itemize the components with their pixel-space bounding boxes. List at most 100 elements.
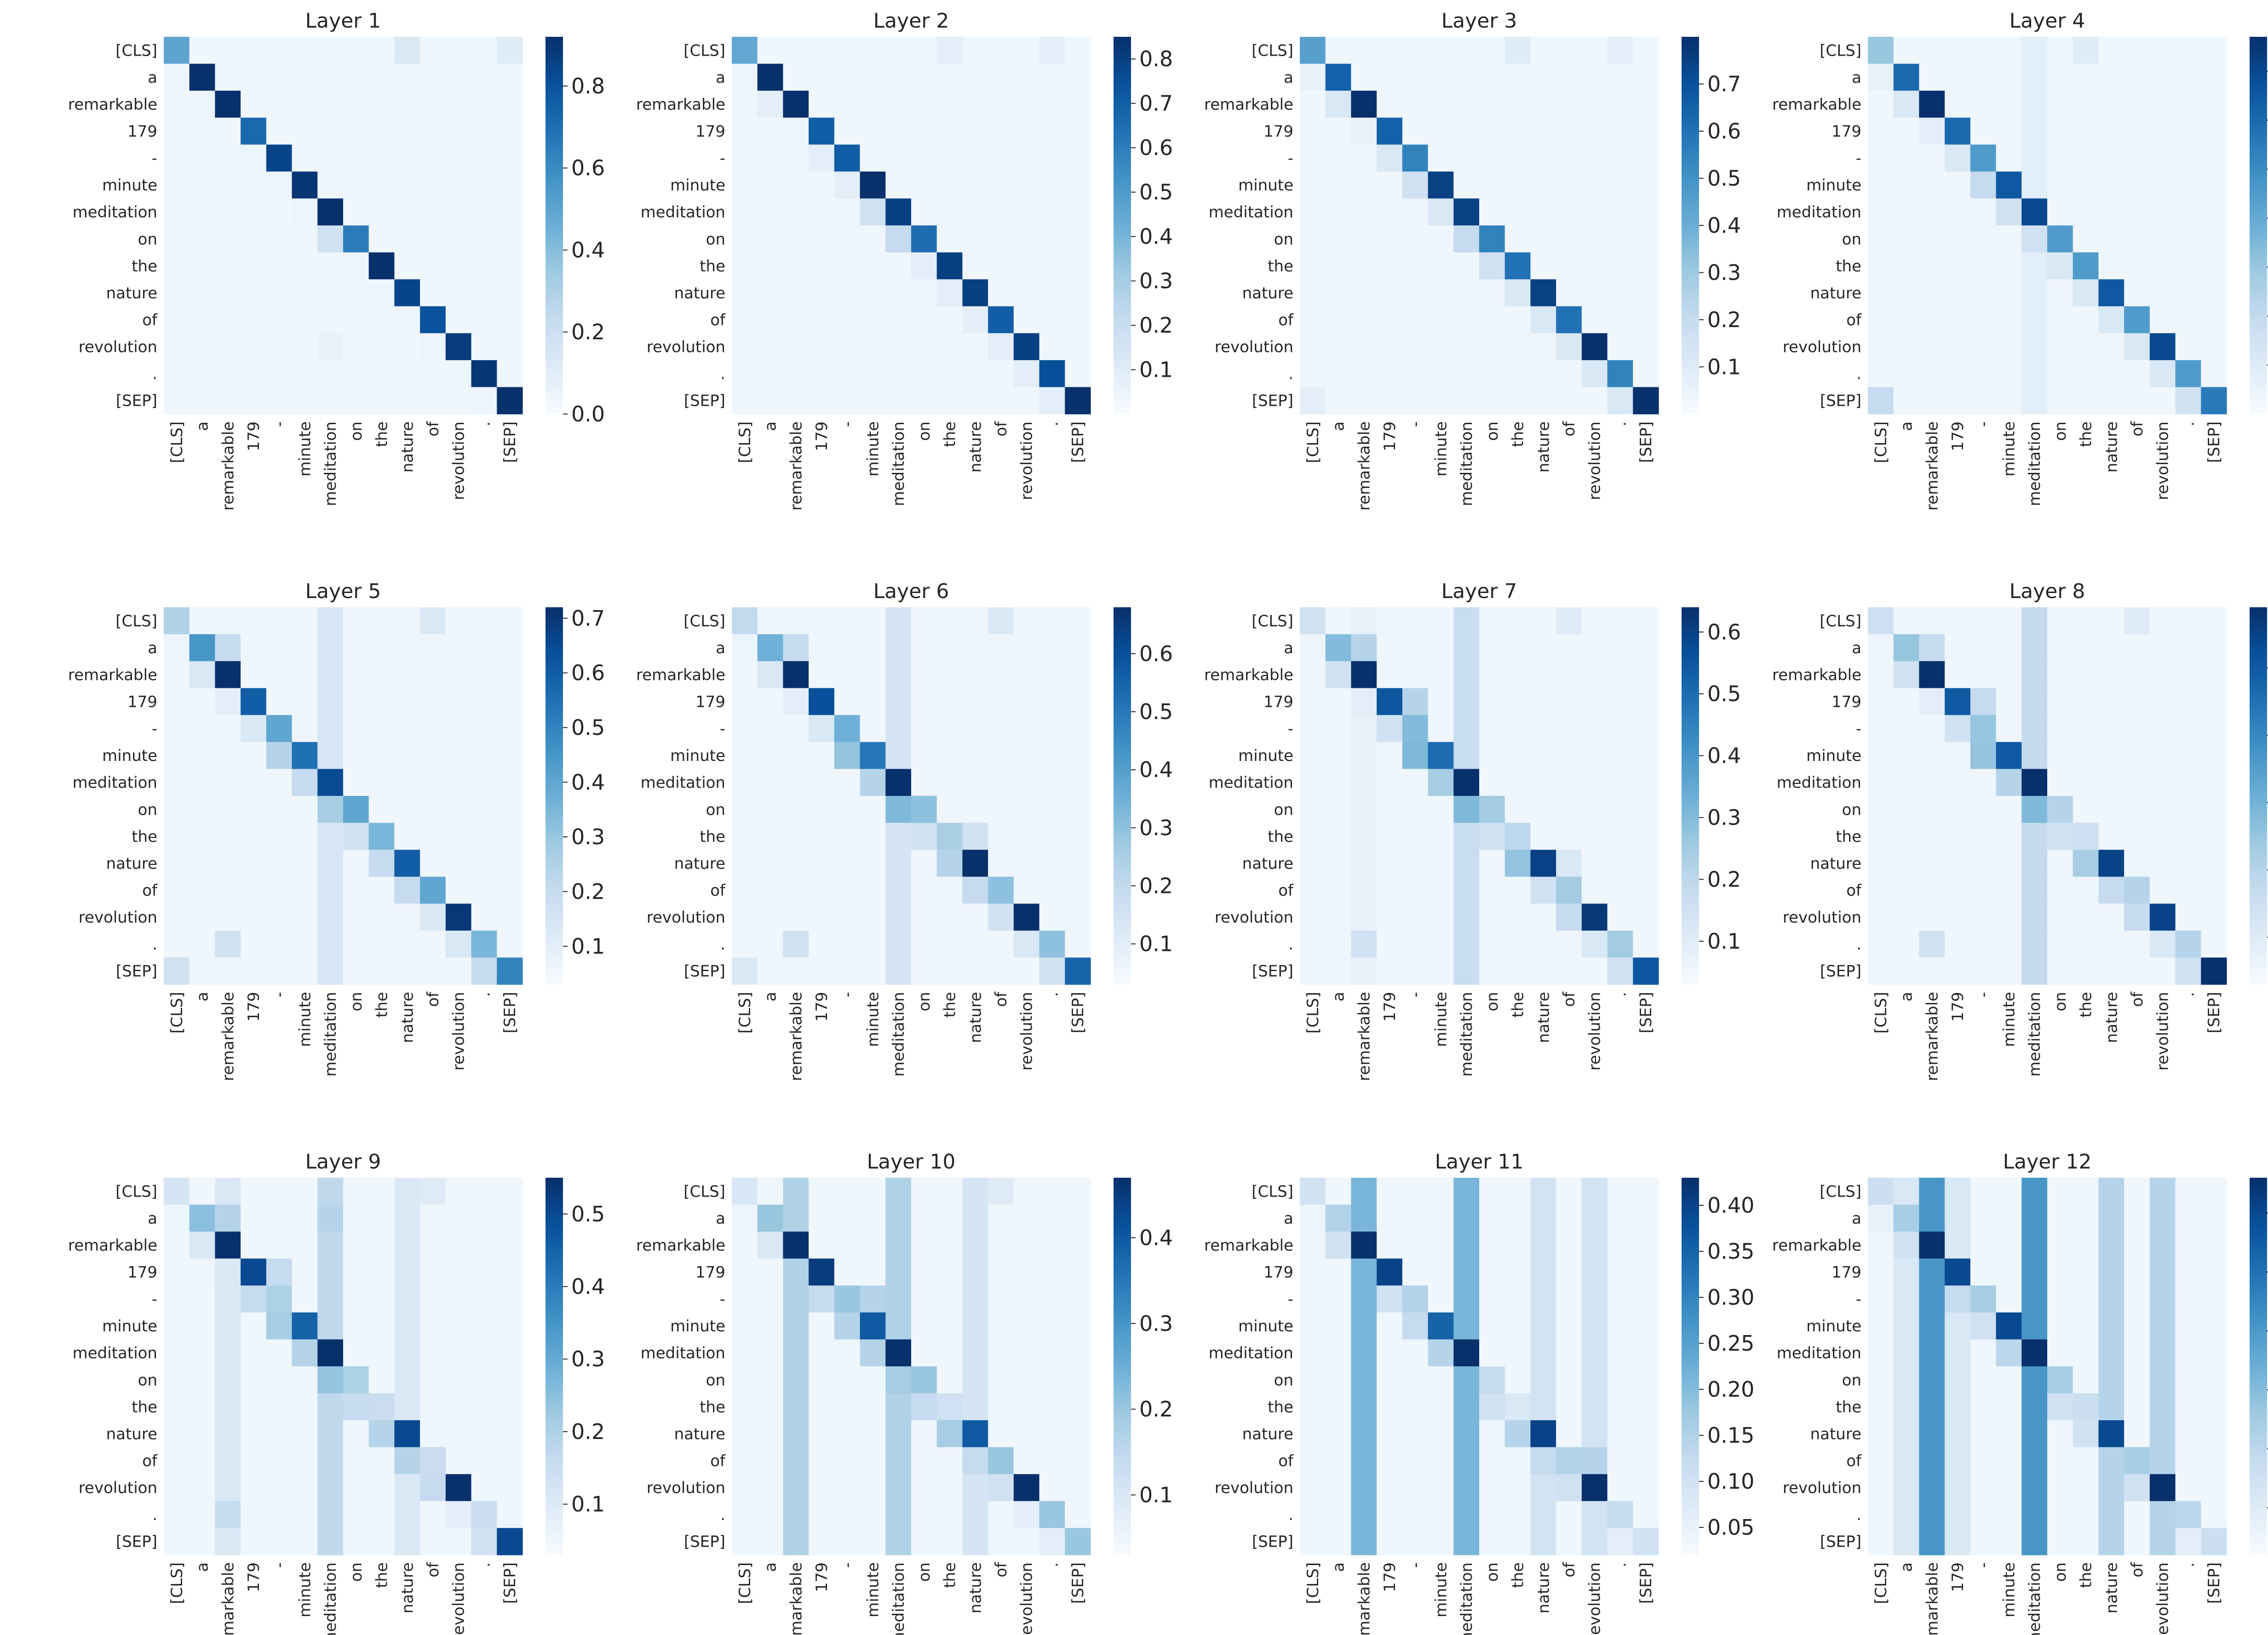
y-tick-label: revolution — [1783, 909, 1861, 927]
heatmap-cell — [471, 1447, 497, 1474]
heatmap-cell — [215, 91, 241, 118]
heatmap-cell — [1868, 1447, 1894, 1474]
heatmap-cell — [757, 1474, 784, 1502]
heatmap-cell — [241, 850, 267, 877]
x-tick-label: [CLS] — [1872, 421, 1890, 463]
heatmap-cell — [809, 1178, 835, 1205]
colorbar-tick-label: 0.6 — [571, 155, 605, 180]
heatmap-cell — [1970, 1232, 1997, 1259]
heatmap-cell — [860, 1178, 886, 1205]
heatmap-cell — [1453, 198, 1480, 226]
heatmap-cell — [834, 91, 861, 118]
heatmap-cell — [1868, 850, 1894, 877]
heatmap-cell — [1013, 904, 1040, 931]
heatmap-cell — [2047, 225, 2073, 253]
y-tick-label: [CLS] — [683, 41, 725, 60]
colorbar — [545, 1178, 563, 1555]
heatmap-cell — [1039, 279, 1065, 307]
heatmap-cell — [2149, 1447, 2176, 1474]
heatmap-cell — [1633, 171, 1659, 199]
heatmap-cell — [1868, 715, 1894, 743]
heatmap-cell — [1325, 279, 1352, 307]
heatmap-cell — [2149, 957, 2176, 985]
heatmap-cell — [2047, 742, 2073, 770]
y-tick-label: [SEP] — [684, 962, 725, 981]
heatmap-cell — [368, 198, 395, 226]
heatmap-cell — [2073, 957, 2099, 985]
heatmap-cell — [445, 850, 472, 877]
heatmap-cell — [1556, 63, 1582, 91]
y-tick-label: - — [1288, 1290, 1293, 1309]
heatmap-cell — [1633, 144, 1659, 172]
heatmap-cell — [1013, 225, 1040, 253]
panel-title: Layer 7 — [1441, 580, 1517, 603]
heatmap-cell — [1556, 117, 1582, 145]
heatmap-cell — [1300, 850, 1326, 877]
heatmap-cell — [2124, 1232, 2150, 1259]
heatmap-cell — [1581, 876, 1608, 904]
y-tick-label: - — [1288, 150, 1293, 168]
heatmap-cell — [1970, 661, 1997, 689]
heatmap-cell — [317, 1501, 344, 1529]
heatmap-cell — [471, 1528, 497, 1555]
x-tick-label: - — [1975, 421, 1993, 427]
heatmap-cell — [2175, 1528, 2201, 1555]
heatmap-cell — [420, 1339, 446, 1367]
heatmap-cell — [1945, 769, 1971, 796]
heatmap-cell — [1039, 1447, 1065, 1474]
heatmap-cell — [343, 91, 369, 118]
heatmap-cell — [1351, 930, 1377, 958]
heatmap-cell — [1428, 144, 1454, 172]
heatmap-cell — [1919, 198, 1945, 226]
heatmap-cell — [1065, 796, 1091, 823]
heatmap-cell — [962, 1366, 988, 1394]
y-tick-label: a — [1284, 639, 1293, 657]
heatmap-cell — [1351, 171, 1377, 199]
heatmap-cell — [809, 1528, 835, 1555]
heatmap-cell — [2175, 715, 2201, 743]
heatmap-cell — [266, 1393, 293, 1421]
y-tick-label: nature — [106, 854, 157, 873]
heatmap-cell — [732, 715, 758, 743]
y-tick-label: meditation — [1777, 774, 1861, 792]
heatmap-cell — [1300, 1204, 1326, 1232]
x-tick-label: on — [915, 992, 934, 1011]
heatmap-cell — [1919, 1447, 1945, 1474]
heatmap-cell — [420, 957, 446, 985]
x-tick-label: - — [270, 1562, 289, 1568]
heatmap-cell — [1893, 1474, 1920, 1502]
heatmap-cell — [757, 715, 784, 743]
heatmap-cell — [2021, 661, 2048, 689]
heatmap-cell — [936, 252, 963, 280]
heatmap-cell — [1453, 144, 1480, 172]
x-tick-label: remarkable — [1923, 1562, 1941, 1635]
heatmap-cell — [1945, 661, 1971, 689]
heatmap-cell — [471, 252, 497, 280]
x-tick-label: remarkable — [787, 421, 805, 511]
heatmap-cell — [911, 37, 937, 64]
heatmap-cell — [394, 333, 420, 361]
heatmap-cell — [1996, 91, 2022, 118]
heatmap-cell — [1039, 904, 1065, 931]
heatmap-cell — [732, 306, 758, 334]
heatmap-cell — [215, 823, 241, 850]
heatmap-cell — [266, 198, 293, 226]
heatmap-cell — [2047, 1258, 2073, 1286]
y-tick-label: [SEP] — [1820, 962, 1861, 981]
x-tick-label: - — [838, 1562, 857, 1568]
heatmap-cell — [1300, 1528, 1326, 1555]
heatmap-cell — [2098, 850, 2124, 877]
heatmap-cell — [2098, 1178, 2124, 1205]
heatmap-cell — [1013, 144, 1040, 172]
heatmap-cell — [1504, 634, 1531, 662]
y-tick-label: [CLS] — [683, 612, 725, 630]
y-tick-label: [SEP] — [684, 392, 725, 410]
heatmap-cell — [368, 1501, 395, 1529]
heatmap-cell — [292, 1528, 318, 1555]
heatmap-cell — [189, 252, 216, 280]
heatmap-cell — [1377, 117, 1403, 145]
y-tick-label: of — [1278, 1452, 1294, 1470]
heatmap-cell — [266, 850, 293, 877]
heatmap-cell — [2124, 957, 2150, 985]
x-tick-label: minute — [1432, 992, 1450, 1047]
